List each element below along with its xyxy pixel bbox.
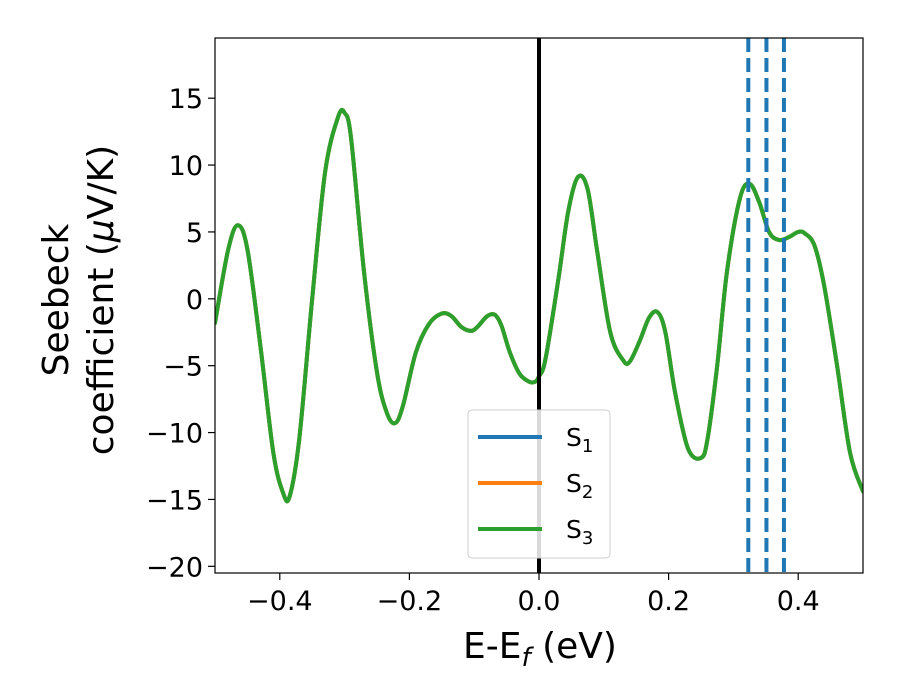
legend-label-s1: S1 [566,423,593,457]
legend-label-s3: S3 [566,515,593,549]
x-tick-label: 0.0 [518,586,561,617]
y-tick-label: 10 [169,151,203,182]
y-tick-label: −10 [146,419,203,450]
plot-area [214,37,864,574]
y-tick-label: 15 [169,84,203,115]
y-tick-label: 0 [186,285,203,316]
plot-inner [215,38,863,573]
legend-items: S1 S2 S3 [478,423,593,549]
y-tick-label: 5 [186,218,203,249]
x-tick-label: 0.2 [647,586,690,617]
x-axis-title: E-Ef (eV) [463,626,617,673]
x-tick-label: −0.2 [377,586,443,617]
y-axis-title: Seebeck coefficient (μV/K) [36,145,122,455]
y-axis-title-line1: Seebeck [36,223,77,376]
y-tick-label: −5 [163,352,203,383]
legend-label-s2: S2 [566,469,593,503]
legend: S1 S2 S3 [467,409,611,559]
x-tick-label: −0.4 [247,586,313,617]
y-tick-label: −20 [146,552,203,583]
x-tick-label: 0.4 [777,586,820,617]
axis-ticks: −0.4 −0.2 0.0 0.2 0.4 −20 −15 −10 −5 0 5 10 15 [146,84,820,617]
y-axis-title-line2: coefficient (μV/K) [81,145,122,455]
y-tick-label: −15 [146,485,203,516]
